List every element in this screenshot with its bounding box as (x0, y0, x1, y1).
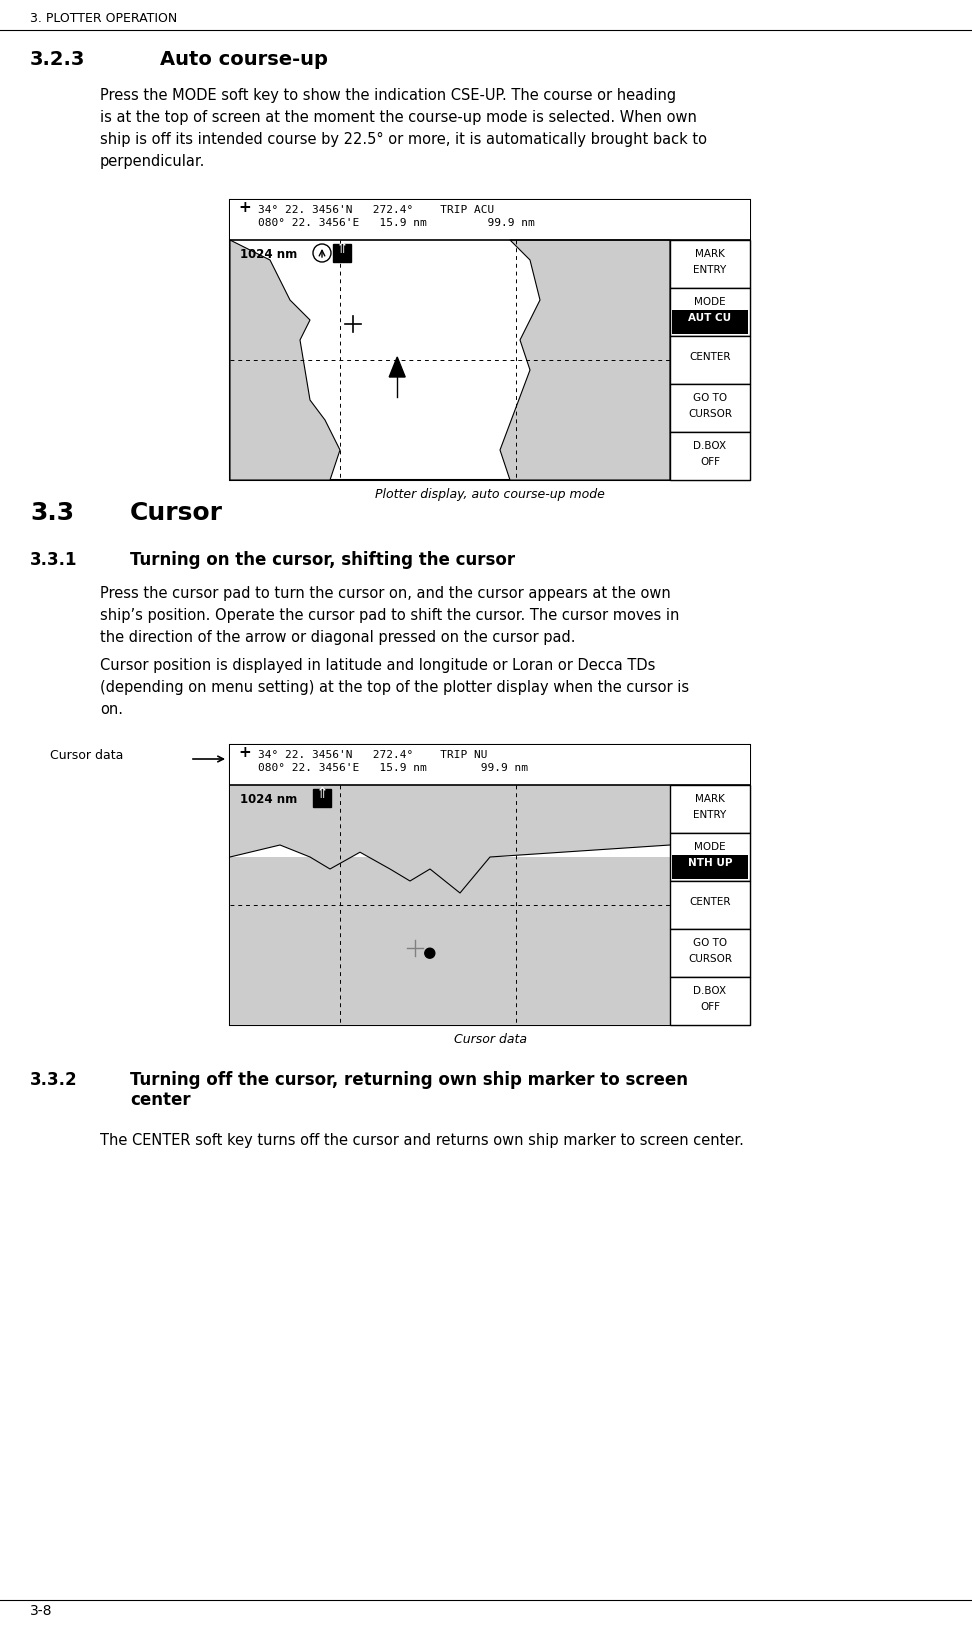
Text: 080° 22. 3456'E   15.9 nm         99.9 nm: 080° 22. 3456'E 15.9 nm 99.9 nm (258, 217, 535, 229)
Bar (670, 240, 750, 288)
Text: OFF: OFF (700, 456, 720, 467)
Text: Press the MODE soft key to show the indication CSE-UP. The course or heading: Press the MODE soft key to show the indi… (100, 88, 677, 103)
Bar (333, 243, 351, 261)
Text: ⇑: ⇑ (316, 786, 329, 801)
Text: ENTRY: ENTRY (693, 809, 727, 820)
Text: CENTER: CENTER (689, 897, 731, 907)
Text: CURSOR: CURSOR (688, 408, 732, 418)
Text: ⇑: ⇑ (335, 240, 348, 257)
Bar (230, 745, 750, 1025)
Bar (670, 384, 750, 431)
Text: center: center (130, 1092, 191, 1109)
Bar (670, 930, 750, 977)
Bar (313, 789, 331, 807)
Text: 3.3.2: 3.3.2 (30, 1070, 78, 1088)
Circle shape (425, 948, 434, 958)
Circle shape (313, 243, 331, 261)
Text: on.: on. (100, 703, 123, 717)
Bar (670, 288, 750, 337)
Text: 080° 22. 3456'E   15.9 nm        99.9 nm: 080° 22. 3456'E 15.9 nm 99.9 nm (258, 763, 528, 773)
Text: ship is off its intended course by 22.5° or more, it is automatically brought ba: ship is off its intended course by 22.5°… (100, 132, 707, 147)
Bar (670, 833, 750, 881)
Text: Turning on the cursor, shifting the cursor: Turning on the cursor, shifting the curs… (130, 551, 515, 569)
Bar (670, 337, 750, 384)
Text: (depending on menu setting) at the top of the plotter display when the cursor is: (depending on menu setting) at the top o… (100, 680, 689, 694)
Bar (670, 977, 750, 1025)
Text: CENTER: CENTER (689, 351, 731, 363)
Text: ENTRY: ENTRY (693, 265, 727, 275)
Text: +: + (238, 745, 251, 760)
Polygon shape (500, 240, 670, 480)
Polygon shape (230, 784, 670, 894)
Bar (230, 745, 750, 784)
Text: 3.3.1: 3.3.1 (30, 551, 78, 569)
Text: GO TO: GO TO (693, 938, 727, 948)
Text: 3.3: 3.3 (30, 502, 74, 525)
Text: 3. PLOTTER OPERATION: 3. PLOTTER OPERATION (30, 11, 177, 25)
Text: The CENTER soft key turns off the cursor and returns own ship marker to screen c: The CENTER soft key turns off the cursor… (100, 1132, 744, 1149)
Bar (230, 856, 670, 1025)
Text: 1024 nm: 1024 nm (240, 792, 297, 806)
Bar (672, 855, 748, 879)
Text: NTH UP: NTH UP (688, 858, 732, 868)
Text: D.BOX: D.BOX (693, 985, 726, 995)
Text: 1024 nm: 1024 nm (240, 248, 297, 261)
Bar (672, 310, 748, 333)
Text: MARK: MARK (695, 248, 725, 258)
Text: ship’s position. Operate the cursor pad to shift the cursor. The cursor moves in: ship’s position. Operate the cursor pad … (100, 608, 679, 623)
Text: is at the top of screen at the moment the course-up mode is selected. When own: is at the top of screen at the moment th… (100, 109, 697, 124)
Text: 34° 22. 3456'N   272.4°    TRIP ACU: 34° 22. 3456'N 272.4° TRIP ACU (258, 204, 494, 216)
Text: 34° 22. 3456'N   272.4°    TRIP NU: 34° 22. 3456'N 272.4° TRIP NU (258, 750, 488, 760)
Bar (670, 784, 750, 833)
Bar (230, 199, 750, 240)
Polygon shape (389, 356, 405, 377)
Text: perpendicular.: perpendicular. (100, 154, 205, 168)
Text: the direction of the arrow or diagonal pressed on the cursor pad.: the direction of the arrow or diagonal p… (100, 631, 575, 645)
Text: Cursor: Cursor (130, 502, 223, 525)
Bar (670, 431, 750, 480)
Text: Plotter display, auto course-up mode: Plotter display, auto course-up mode (375, 489, 605, 502)
Text: Cursor position is displayed in latitude and longitude or Loran or Decca TDs: Cursor position is displayed in latitude… (100, 659, 655, 673)
Text: CURSOR: CURSOR (688, 954, 732, 964)
Text: OFF: OFF (700, 1002, 720, 1011)
Text: Press the cursor pad to turn the cursor on, and the cursor appears at the own: Press the cursor pad to turn the cursor … (100, 587, 671, 601)
Text: Turning off the cursor, returning own ship marker to screen: Turning off the cursor, returning own sh… (130, 1070, 688, 1088)
Polygon shape (230, 240, 340, 480)
Text: MARK: MARK (695, 794, 725, 804)
Text: D.BOX: D.BOX (693, 441, 726, 451)
Text: 3-8: 3-8 (30, 1605, 52, 1618)
Text: Cursor data: Cursor data (50, 748, 123, 761)
Text: GO TO: GO TO (693, 392, 727, 404)
Text: Auto course-up: Auto course-up (160, 51, 328, 69)
Bar (670, 881, 750, 930)
Text: MODE: MODE (694, 297, 726, 307)
Text: MODE: MODE (694, 842, 726, 851)
Bar (230, 199, 750, 480)
Text: +: + (238, 199, 251, 216)
Text: 3.2.3: 3.2.3 (30, 51, 86, 69)
Text: Cursor data: Cursor data (454, 1033, 527, 1046)
Text: AUT CU: AUT CU (688, 312, 732, 322)
